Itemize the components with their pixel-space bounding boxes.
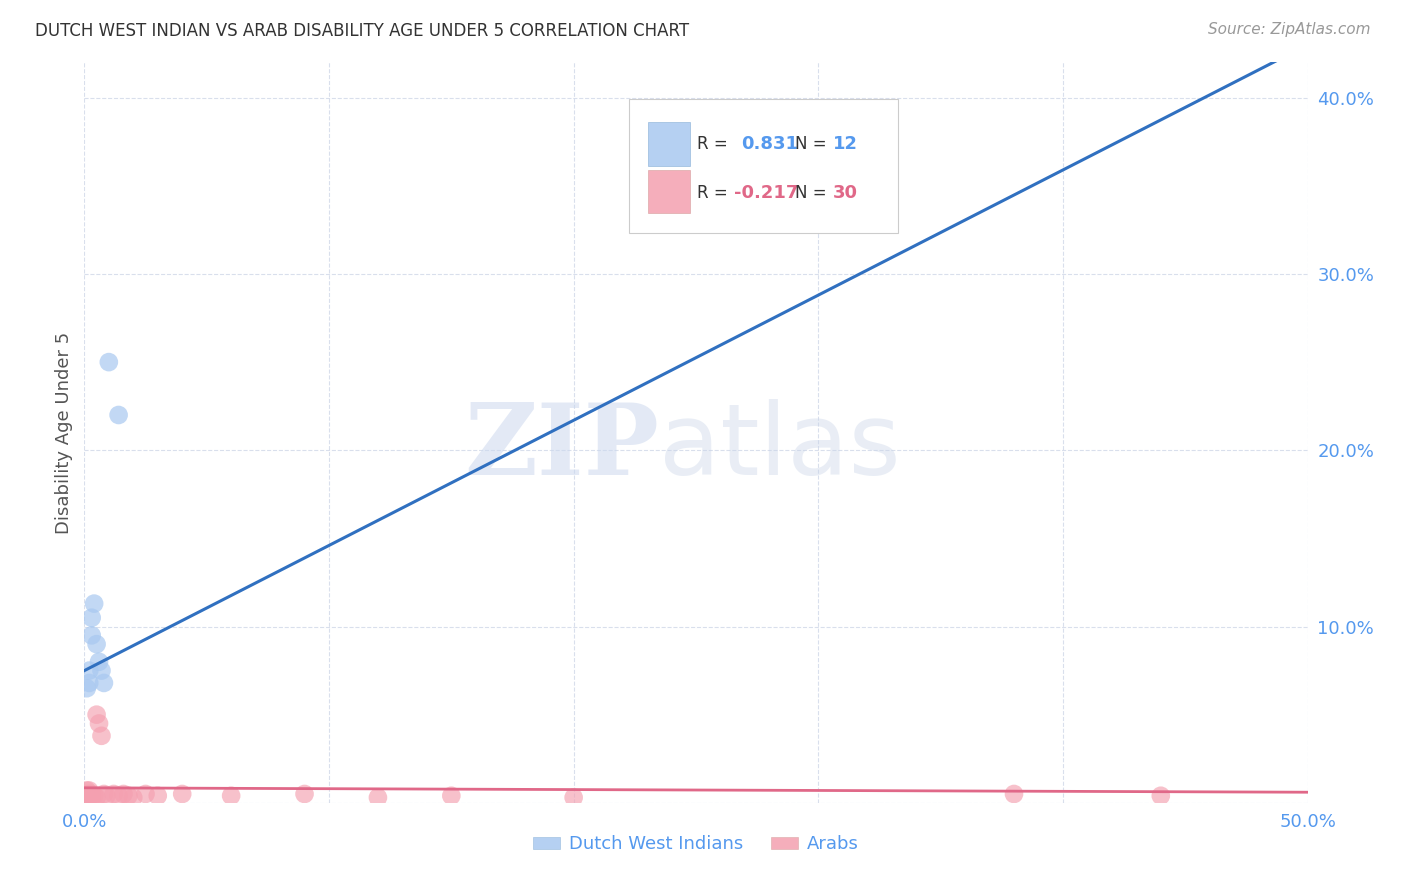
Point xyxy=(146,789,169,803)
Point xyxy=(90,729,112,743)
Point xyxy=(96,789,118,803)
Point xyxy=(112,787,135,801)
Point xyxy=(1150,789,1173,803)
Point xyxy=(117,789,139,803)
Text: ZIP: ZIP xyxy=(464,399,659,496)
FancyBboxPatch shape xyxy=(628,99,898,233)
Point xyxy=(294,787,316,801)
Point xyxy=(135,787,157,801)
Text: -0.217: -0.217 xyxy=(734,184,799,202)
Point xyxy=(77,790,100,805)
Point xyxy=(93,787,115,801)
Point xyxy=(77,787,100,801)
Text: N =: N = xyxy=(794,135,827,153)
Text: 30: 30 xyxy=(832,184,858,202)
FancyBboxPatch shape xyxy=(648,122,690,166)
Y-axis label: Disability Age Under 5: Disability Age Under 5 xyxy=(55,332,73,533)
Point xyxy=(80,790,103,805)
Point xyxy=(80,628,103,642)
Point xyxy=(122,790,145,805)
Text: R =: R = xyxy=(697,184,728,202)
Point xyxy=(562,790,585,805)
Point xyxy=(93,676,115,690)
Text: 0.831: 0.831 xyxy=(741,135,799,153)
Text: R =: R = xyxy=(697,135,728,153)
Point xyxy=(86,637,108,651)
Text: 12: 12 xyxy=(832,135,858,153)
Text: Source: ZipAtlas.com: Source: ZipAtlas.com xyxy=(1208,22,1371,37)
Point xyxy=(76,681,98,696)
Point xyxy=(219,789,242,803)
Point xyxy=(77,676,100,690)
Text: N =: N = xyxy=(794,184,827,202)
Point xyxy=(440,789,463,803)
Point xyxy=(103,787,125,801)
Point xyxy=(86,790,108,805)
Point xyxy=(76,790,98,805)
Legend: Dutch West Indians, Arabs: Dutch West Indians, Arabs xyxy=(526,828,866,861)
FancyBboxPatch shape xyxy=(648,169,690,213)
Text: atlas: atlas xyxy=(659,399,901,496)
Point xyxy=(77,664,100,678)
Point xyxy=(80,610,103,624)
Point xyxy=(97,355,120,369)
Point xyxy=(87,716,110,731)
Point xyxy=(367,790,389,805)
Point xyxy=(83,789,105,803)
Text: DUTCH WEST INDIAN VS ARAB DISABILITY AGE UNDER 5 CORRELATION CHART: DUTCH WEST INDIAN VS ARAB DISABILITY AGE… xyxy=(35,22,689,40)
Point xyxy=(76,783,98,797)
Point xyxy=(86,707,108,722)
Point xyxy=(107,408,129,422)
Point xyxy=(90,664,112,678)
Point xyxy=(107,789,129,803)
Point xyxy=(77,783,100,797)
Point xyxy=(1002,787,1025,801)
Point xyxy=(87,655,110,669)
Point xyxy=(172,787,194,801)
Point xyxy=(83,597,105,611)
Point xyxy=(76,787,98,801)
Point xyxy=(80,787,103,801)
